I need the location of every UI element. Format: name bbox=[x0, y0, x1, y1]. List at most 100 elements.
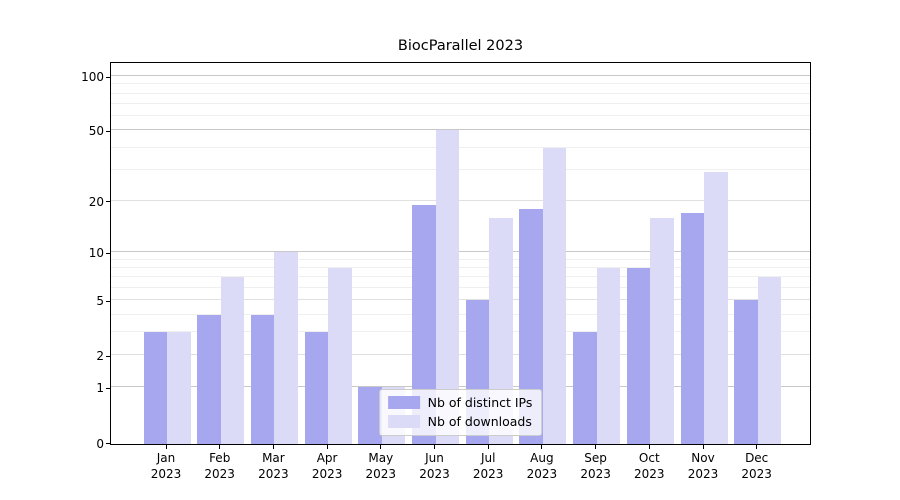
y-tick-20 bbox=[106, 201, 110, 203]
x-tick-label-feb: Feb 2023 bbox=[192, 451, 248, 482]
gridline-100 bbox=[111, 75, 810, 77]
y-tick-label-1: 1 bbox=[96, 381, 104, 396]
gridline-minor-3 bbox=[111, 331, 810, 333]
bar-ips-feb bbox=[197, 314, 221, 444]
x-tick-label-oct: Oct 2023 bbox=[621, 451, 677, 482]
x-label-year: 2023 bbox=[687, 466, 719, 481]
x-tick-label-sep: Sep 2023 bbox=[568, 451, 624, 482]
gridline-20 bbox=[111, 199, 810, 201]
y-tick-10 bbox=[106, 252, 110, 254]
bar-ips-dec bbox=[734, 300, 758, 444]
x-tick-may bbox=[380, 445, 382, 449]
x-label-month: Jan bbox=[156, 451, 176, 465]
y-tick-1 bbox=[106, 387, 110, 389]
bar-ips-aug bbox=[519, 208, 543, 444]
x-label-month: Sep bbox=[584, 451, 607, 465]
bar-downloads-dec bbox=[757, 277, 782, 444]
gridline-1 bbox=[111, 386, 810, 388]
gridline-minor-60 bbox=[111, 115, 810, 117]
y-tick-label-50: 50 bbox=[88, 124, 104, 139]
x-label-month: Mar bbox=[262, 451, 285, 465]
x-tick-label-nov: Nov 2023 bbox=[675, 451, 731, 482]
x-tick-label-jan: Jan 2023 bbox=[138, 451, 194, 482]
legend-label-downloads: Nb of downloads bbox=[427, 414, 532, 429]
y-tick-2 bbox=[106, 355, 110, 357]
x-tick-aug bbox=[541, 445, 543, 449]
gridline-10 bbox=[111, 251, 810, 253]
bar-downloads-nov bbox=[704, 172, 728, 444]
legend-swatch-ips-icon bbox=[387, 396, 420, 409]
x-label-month: Aug bbox=[530, 451, 554, 465]
gridline-minor-9 bbox=[111, 258, 810, 260]
x-label-month: Apr bbox=[316, 451, 338, 465]
x-tick-label-mar: Mar 2023 bbox=[245, 451, 301, 482]
legend-item-distinct-ips: Nb of distinct IPs bbox=[387, 395, 533, 410]
bar-downloads-sep bbox=[596, 268, 621, 444]
bar-downloads-mar bbox=[274, 252, 298, 444]
bar-ips-jun bbox=[412, 204, 436, 444]
x-tick-label-dec: Dec 2023 bbox=[729, 451, 785, 482]
gridline-minor-7 bbox=[111, 276, 810, 278]
gridline-50 bbox=[111, 129, 810, 131]
x-label-month: May bbox=[368, 451, 394, 465]
x-label-year: 2023 bbox=[634, 466, 665, 481]
x-tick-mar bbox=[272, 445, 274, 449]
x-tick-jul bbox=[487, 445, 489, 449]
y-tick-50 bbox=[106, 130, 110, 132]
y-tick-label-2: 2 bbox=[96, 349, 104, 364]
bar-downloads-apr bbox=[328, 268, 352, 444]
bar-downloads-jun bbox=[435, 130, 459, 444]
gridline-minor-6 bbox=[111, 287, 810, 289]
gridline-minor-4 bbox=[111, 313, 810, 315]
gridline-5 bbox=[111, 299, 810, 301]
x-tick-nov bbox=[702, 445, 704, 449]
bar-downloads-jan bbox=[167, 332, 191, 444]
x-label-year: 2023 bbox=[472, 466, 504, 481]
y-tick-label-10: 10 bbox=[88, 246, 104, 261]
legend-label-distinct-ips: Nb of distinct IPs bbox=[427, 395, 533, 410]
y-tick-0 bbox=[106, 443, 110, 444]
x-label-year: 2023 bbox=[419, 466, 450, 481]
gridline-minor-40 bbox=[111, 146, 810, 148]
y-tick-label-0: 0 bbox=[96, 436, 104, 451]
x-tick-label-may: May 2023 bbox=[353, 451, 409, 482]
x-label-year: 2023 bbox=[150, 466, 182, 481]
y-tick-5 bbox=[106, 300, 110, 302]
y-tick-label-100: 100 bbox=[81, 70, 104, 85]
legend-swatch-downloads-icon bbox=[387, 415, 420, 428]
plot-area: Nb of distinct IPs Nb of downloads bbox=[110, 62, 811, 445]
x-label-month: Oct bbox=[638, 451, 660, 465]
x-label-year: 2023 bbox=[741, 466, 772, 481]
bar-ips-mar bbox=[250, 314, 275, 444]
x-tick-label-jul: Jul 2023 bbox=[460, 451, 516, 482]
y-tick-label-20: 20 bbox=[88, 194, 104, 209]
x-tick-label-aug: Aug 2023 bbox=[514, 451, 570, 482]
gridline-minor-30 bbox=[111, 168, 810, 170]
chart-title: BiocParallel 2023 bbox=[397, 38, 524, 54]
x-tick-label-apr: Apr 2023 bbox=[299, 451, 355, 482]
legend-item-downloads: Nb of downloads bbox=[387, 414, 533, 429]
y-tick-label-5: 5 bbox=[96, 294, 104, 309]
y-tick-100 bbox=[106, 76, 110, 78]
x-tick-sep bbox=[595, 445, 597, 449]
x-label-month: Feb bbox=[209, 451, 231, 465]
bar-downloads-oct bbox=[650, 217, 674, 444]
bar-ips-nov bbox=[680, 213, 704, 444]
bar-downloads-feb bbox=[220, 277, 245, 444]
gridline-2 bbox=[111, 354, 810, 356]
x-label-month: Jul bbox=[480, 451, 496, 465]
x-label-month: Dec bbox=[745, 451, 769, 465]
bar-downloads-aug bbox=[542, 147, 567, 444]
bar-ips-sep bbox=[573, 332, 597, 444]
plot-grid-and-bars bbox=[111, 63, 810, 444]
gridline-minor-80 bbox=[111, 92, 810, 94]
x-label-year: 2023 bbox=[311, 466, 343, 481]
x-label-year: 2023 bbox=[258, 466, 289, 481]
bar-ips-jan bbox=[143, 332, 167, 444]
gridline-minor-8 bbox=[111, 267, 810, 269]
gridline-minor-70 bbox=[111, 103, 810, 105]
x-label-year: 2023 bbox=[204, 466, 235, 481]
bar-ips-oct bbox=[626, 268, 651, 444]
legend: Nb of distinct IPs Nb of downloads bbox=[378, 389, 543, 436]
x-label-year: 2023 bbox=[580, 466, 611, 481]
